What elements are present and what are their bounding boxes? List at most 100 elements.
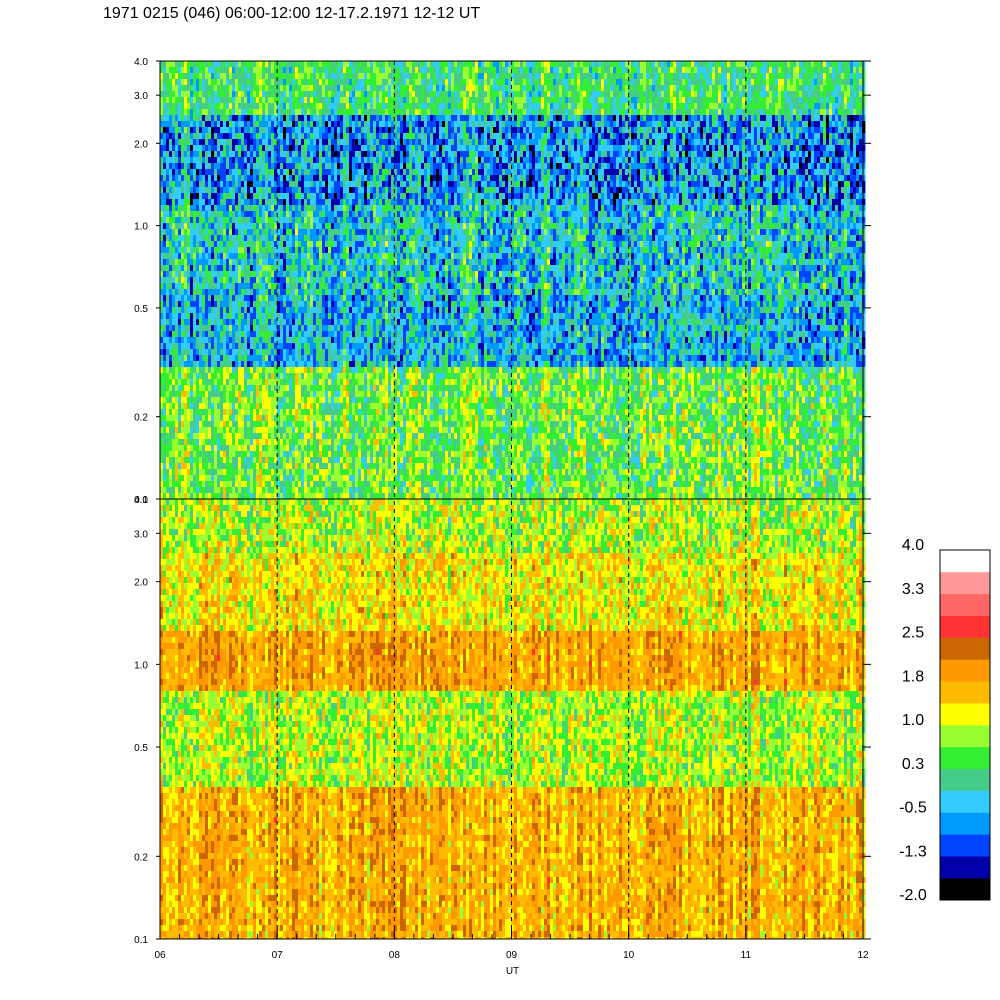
heatmap-cell xyxy=(256,133,260,140)
heatmap-cell xyxy=(163,199,167,206)
heatmap-cell xyxy=(340,337,344,344)
heatmap-cell xyxy=(241,397,245,404)
heatmap-cell xyxy=(322,217,326,224)
heatmap-cell xyxy=(172,223,176,230)
heatmap-cell xyxy=(244,361,248,368)
heatmap-cell xyxy=(202,145,206,152)
heatmap-cell xyxy=(265,319,269,326)
heatmap-cell xyxy=(193,451,197,458)
heatmap-cell xyxy=(223,277,227,284)
heatmap-cell xyxy=(316,415,320,422)
heatmap-cell xyxy=(178,181,182,188)
heatmap-cell xyxy=(346,193,350,200)
heatmap-cell xyxy=(196,85,200,92)
heatmap-cell xyxy=(334,385,338,392)
heatmap-cell xyxy=(196,67,200,74)
heatmap-cell xyxy=(364,115,368,122)
heatmap-cell xyxy=(184,475,188,482)
heatmap-cell xyxy=(226,85,230,92)
heatmap-cell xyxy=(328,469,332,476)
heatmap-cell xyxy=(277,115,281,122)
heatmap-cell xyxy=(235,391,239,398)
heatmap-cell xyxy=(250,127,254,134)
heatmap-cell xyxy=(274,175,278,182)
heatmap-cell xyxy=(265,163,269,170)
heatmap-cell xyxy=(184,439,188,446)
heatmap-cell xyxy=(160,115,164,122)
heatmap-cell xyxy=(313,421,317,428)
heatmap-cell xyxy=(334,355,338,362)
heatmap-cell xyxy=(358,175,362,182)
heatmap-cell xyxy=(193,295,197,302)
heatmap-cell xyxy=(313,175,317,182)
heatmap-cell xyxy=(316,325,320,332)
heatmap-cell xyxy=(301,319,305,326)
heatmap-cell xyxy=(364,139,368,146)
heatmap-cell xyxy=(268,139,272,146)
heatmap-cell xyxy=(223,463,227,470)
heatmap-cell xyxy=(220,385,224,392)
heatmap-cell xyxy=(265,433,269,440)
heatmap-cell xyxy=(364,199,368,206)
heatmap-cell xyxy=(277,259,281,266)
heatmap-cell xyxy=(160,349,164,356)
heatmap-cell xyxy=(181,391,185,398)
heatmap-cell xyxy=(217,163,221,170)
heatmap-cell xyxy=(172,415,176,422)
heatmap-cell xyxy=(196,451,200,458)
heatmap-cell xyxy=(310,385,314,392)
heatmap-cell xyxy=(172,73,176,80)
heatmap-cell xyxy=(217,175,221,182)
heatmap-cell xyxy=(268,223,272,230)
heatmap-cell xyxy=(313,127,317,134)
heatmap-cell xyxy=(199,169,203,176)
heatmap-cell xyxy=(289,397,293,404)
heatmap-cell xyxy=(277,199,281,206)
heatmap-cell xyxy=(295,379,299,386)
heatmap-cell xyxy=(358,217,362,224)
heatmap-cell xyxy=(277,379,281,386)
heatmap-cell xyxy=(202,205,206,212)
heatmap-cell xyxy=(349,151,353,158)
heatmap-cell xyxy=(172,391,176,398)
heatmap-cell xyxy=(337,409,341,416)
heatmap-cell xyxy=(313,313,317,320)
heatmap-cell xyxy=(184,127,188,134)
heatmap-cell xyxy=(235,181,239,188)
heatmap-cell xyxy=(274,379,278,386)
heatmap-cell xyxy=(331,145,335,152)
heatmap-cell xyxy=(322,325,326,332)
heatmap-cell xyxy=(208,307,212,314)
heatmap-cell xyxy=(235,85,239,92)
heatmap-cell xyxy=(175,307,179,314)
heatmap-cell xyxy=(208,139,212,146)
heatmap-cell xyxy=(223,481,227,488)
heatmap-cell xyxy=(313,373,317,380)
heatmap-cell xyxy=(313,145,317,152)
heatmap-cell xyxy=(175,367,179,374)
heatmap-cell xyxy=(358,487,362,494)
heatmap-cell xyxy=(172,133,176,140)
heatmap-cell xyxy=(325,235,329,242)
heatmap-cell xyxy=(178,229,182,236)
heatmap-cell xyxy=(232,265,236,272)
heatmap-cell xyxy=(253,73,257,80)
heatmap-cell xyxy=(319,253,323,260)
heatmap-cell xyxy=(190,241,194,248)
heatmap-cell xyxy=(247,295,251,302)
heatmap-cell xyxy=(250,133,254,140)
heatmap-cell xyxy=(298,127,302,134)
heatmap-cell xyxy=(286,265,290,272)
heatmap-cell xyxy=(199,229,203,236)
heatmap-cell xyxy=(259,211,263,218)
heatmap-cell xyxy=(286,487,290,494)
heatmap-cell xyxy=(310,187,314,194)
heatmap-cell xyxy=(310,355,314,362)
heatmap-cell xyxy=(364,217,368,224)
heatmap-cell xyxy=(286,463,290,470)
heatmap-cell xyxy=(253,445,257,452)
heatmap-cell xyxy=(196,79,200,86)
heatmap-cell xyxy=(262,145,266,152)
heatmap-cell xyxy=(295,397,299,404)
heatmap-cell xyxy=(265,289,269,296)
